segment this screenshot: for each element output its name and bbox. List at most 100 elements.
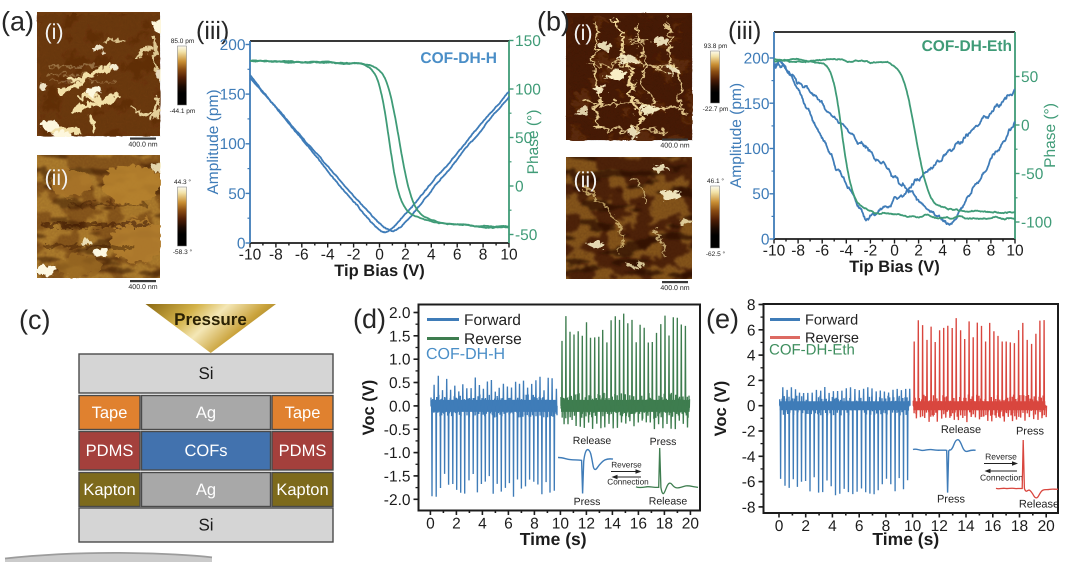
svg-text:8: 8	[747, 297, 756, 314]
svg-text:14: 14	[604, 516, 622, 533]
svg-text:(a): (a)	[1, 7, 34, 37]
svg-text:1.0: 1.0	[389, 352, 411, 369]
svg-text:COF-DH-Eth: COF-DH-Eth	[922, 38, 1012, 55]
svg-text:44.3 °: 44.3 °	[174, 179, 191, 186]
svg-text:Reverse: Reverse	[985, 452, 1017, 462]
svg-text:6: 6	[747, 322, 756, 339]
svg-text:150: 150	[744, 96, 770, 113]
svg-text:-10: -10	[239, 247, 262, 264]
svg-text:Connection: Connection	[607, 478, 649, 487]
svg-text:-8: -8	[269, 247, 283, 264]
svg-text:400.0 nm: 400.0 nm	[660, 143, 689, 150]
svg-text:6: 6	[962, 243, 971, 260]
svg-text:-62.5 °: -62.5 °	[706, 251, 726, 258]
svg-text:0: 0	[775, 518, 784, 535]
svg-text:2: 2	[747, 373, 756, 390]
svg-text:6: 6	[504, 516, 513, 533]
svg-text:-1.5: -1.5	[384, 468, 411, 485]
svg-text:4: 4	[478, 516, 487, 533]
svg-text:8: 8	[479, 247, 488, 264]
svg-text:-8: -8	[742, 499, 756, 516]
svg-text:2: 2	[452, 516, 461, 533]
svg-text:400.0 nm: 400.0 nm	[128, 284, 157, 291]
svg-text:10: 10	[500, 247, 518, 264]
svg-text:Reverse: Reverse	[464, 331, 522, 348]
svg-text:150: 150	[515, 33, 541, 50]
svg-text:PDMS: PDMS	[86, 442, 134, 460]
svg-text:(ii): (ii)	[574, 168, 598, 192]
svg-text:(ii): (ii)	[45, 166, 69, 190]
svg-text:Ag: Ag	[196, 404, 216, 422]
svg-text:-4: -4	[839, 243, 853, 260]
svg-text:4: 4	[828, 518, 837, 535]
svg-text:12: 12	[578, 516, 595, 533]
svg-text:-8: -8	[791, 243, 805, 260]
svg-text:4: 4	[427, 247, 436, 264]
svg-text:Pressure: Pressure	[174, 310, 247, 329]
svg-text:14: 14	[957, 518, 975, 535]
svg-text:Voc (V): Voc (V)	[360, 380, 378, 436]
svg-text:150: 150	[220, 87, 246, 104]
svg-text:16: 16	[630, 516, 647, 533]
svg-text:Phase (°): Phase (°)	[525, 110, 542, 175]
svg-text:1.5: 1.5	[389, 328, 411, 345]
svg-text:-2: -2	[742, 424, 756, 441]
svg-text:6: 6	[453, 247, 462, 264]
svg-text:-50: -50	[515, 227, 538, 244]
svg-text:-6: -6	[742, 474, 756, 491]
svg-text:46.1 °: 46.1 °	[707, 178, 724, 185]
svg-text:-0.5: -0.5	[384, 422, 411, 439]
svg-text:-6: -6	[295, 247, 309, 264]
svg-text:0: 0	[761, 232, 770, 249]
svg-text:Reverse: Reverse	[805, 331, 859, 347]
svg-text:Amplitude (pm): Amplitude (pm)	[205, 89, 222, 194]
svg-text:COFs: COFs	[184, 442, 227, 460]
svg-text:Time (s): Time (s)	[520, 529, 587, 549]
svg-text:Ag: Ag	[196, 481, 216, 499]
svg-text:0: 0	[890, 243, 899, 260]
svg-text:(b): (b)	[537, 7, 570, 37]
svg-text:Time (s): Time (s)	[872, 529, 939, 549]
svg-text:-1.0: -1.0	[384, 445, 411, 462]
svg-text:2: 2	[401, 247, 410, 264]
svg-text:100: 100	[515, 82, 541, 99]
svg-text:Release: Release	[649, 496, 688, 508]
svg-text:50: 50	[228, 186, 246, 203]
svg-text:12: 12	[931, 518, 948, 535]
svg-text:Press: Press	[574, 496, 601, 508]
svg-text:Release: Release	[573, 435, 612, 447]
svg-text:Press: Press	[937, 494, 966, 506]
svg-text:50: 50	[1021, 69, 1039, 86]
svg-text:-2.0: -2.0	[384, 492, 411, 509]
svg-text:Reverse: Reverse	[611, 461, 642, 470]
svg-text:2.0: 2.0	[389, 305, 411, 322]
svg-text:-2: -2	[347, 247, 361, 264]
svg-text:-100: -100	[1021, 215, 1052, 232]
svg-text:Release: Release	[1019, 499, 1059, 511]
svg-text:18: 18	[656, 516, 673, 533]
svg-text:Tip Bias (V): Tip Bias (V)	[334, 262, 424, 280]
svg-text:400.0 nm: 400.0 nm	[660, 285, 689, 292]
svg-text:Forward: Forward	[805, 313, 858, 329]
svg-text:COF-DH-Eth: COF-DH-Eth	[769, 342, 855, 359]
svg-text:50: 50	[515, 130, 533, 147]
svg-text:-2: -2	[864, 243, 878, 260]
svg-text:COF-DH-H: COF-DH-H	[426, 346, 505, 363]
svg-text:50: 50	[752, 186, 770, 203]
svg-text:(iii): (iii)	[196, 17, 229, 45]
svg-text:Phase (°): Phase (°)	[1042, 103, 1059, 168]
svg-text:COF-DH-H: COF-DH-H	[420, 50, 497, 67]
svg-text:0.0: 0.0	[389, 398, 411, 415]
svg-text:4: 4	[938, 243, 947, 260]
svg-text:(d): (d)	[353, 304, 386, 334]
svg-text:6: 6	[855, 518, 864, 535]
svg-text:200: 200	[744, 51, 770, 68]
svg-text:16: 16	[984, 518, 1001, 535]
svg-text:85.0 pm: 85.0 pm	[171, 38, 195, 45]
svg-text:Voc (V): Voc (V)	[712, 381, 730, 437]
svg-text:2: 2	[914, 243, 923, 260]
svg-text:18: 18	[1011, 518, 1028, 535]
svg-text:200: 200	[220, 37, 246, 54]
svg-text:100: 100	[744, 141, 770, 158]
svg-text:20: 20	[1038, 518, 1056, 535]
